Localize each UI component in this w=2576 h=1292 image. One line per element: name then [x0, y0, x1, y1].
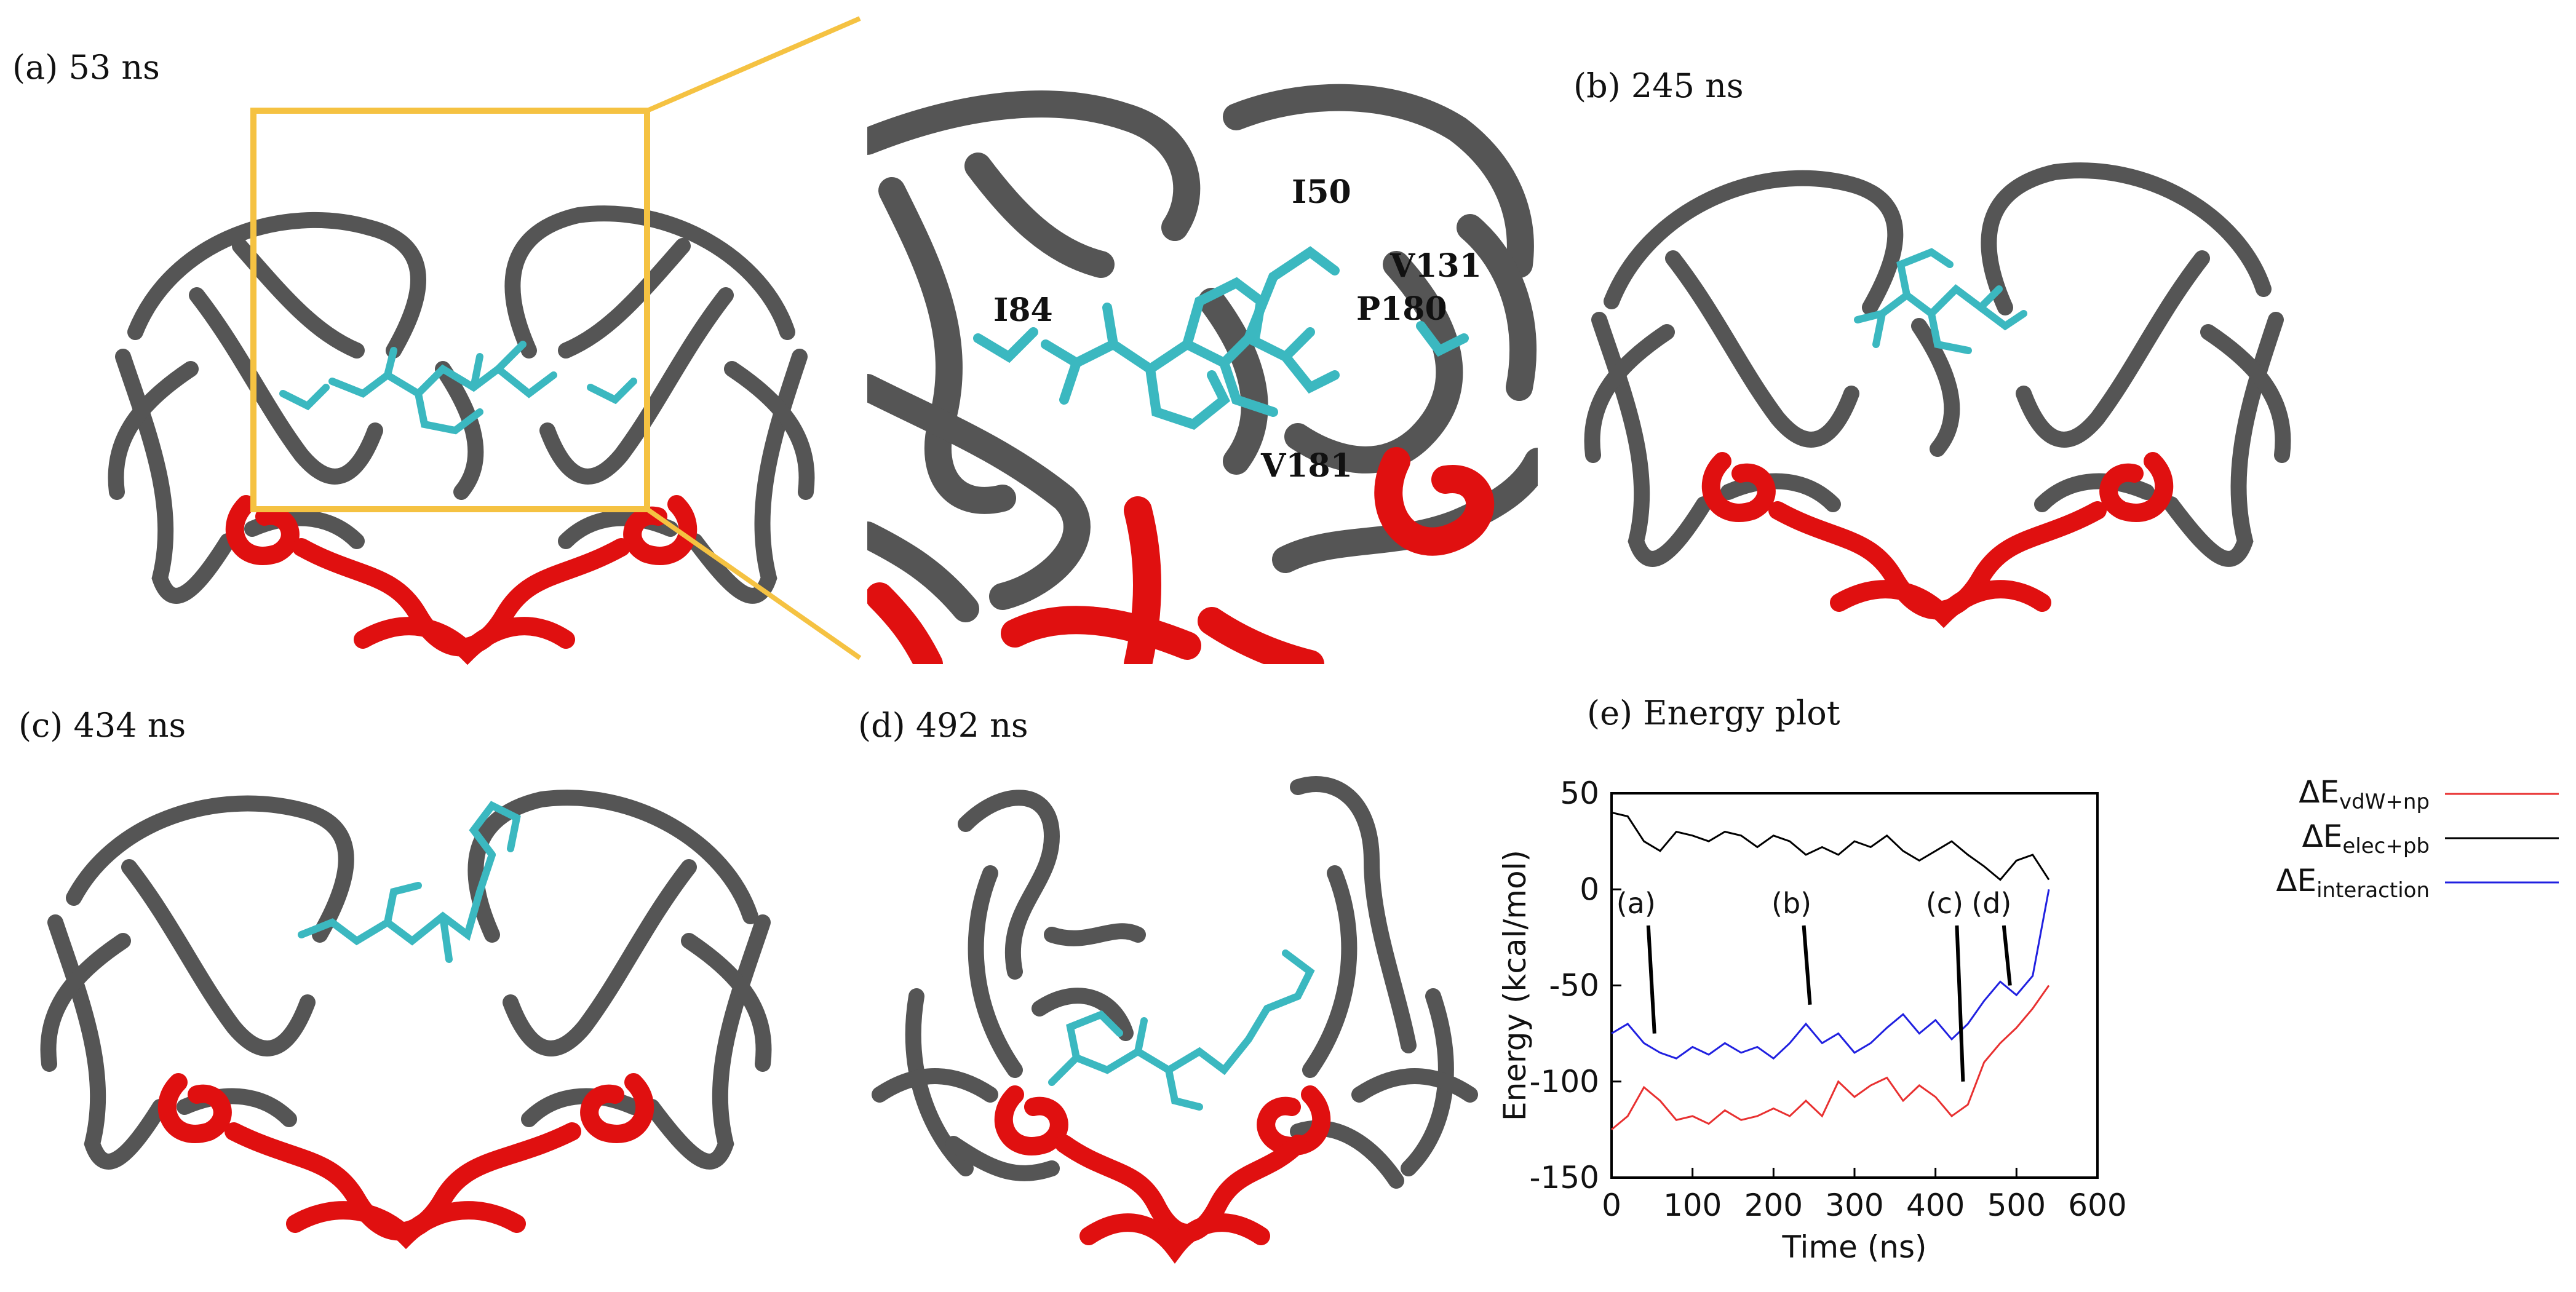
energy-plot: 0 100 200 300 400 500 600 500-50-100-150 (a) (b…: [1497, 774, 2559, 1265]
legend-label: ΔEelec+pb: [2302, 818, 2430, 858]
panel-label-e: (e) Energy plot: [1587, 694, 1840, 732]
y-tick-label: 50: [1560, 775, 1599, 811]
zoom-line-bottom: [645, 507, 862, 660]
x-axis-label: Time (ns): [1781, 1229, 1926, 1265]
y-tick-label: -50: [1549, 968, 1599, 1004]
y-axis-label: Energy (kcal/mol): [1497, 850, 1533, 1121]
annotation-pointer: [1802, 925, 1812, 1005]
y-tick-label: -150: [1530, 1160, 1599, 1195]
y-tick-label: 0: [1580, 871, 1599, 907]
legend-label: ΔEinteraction: [2276, 863, 2430, 903]
structure-d: [872, 776, 1478, 1264]
annotation-label: (b): [1771, 887, 1811, 920]
annotation-label: (d): [1971, 887, 2011, 920]
x-tick-label: 200: [1744, 1187, 1803, 1223]
panel-label-b: (b) 245 ns: [1573, 66, 1744, 105]
x-tick-label: 100: [1663, 1187, 1722, 1223]
residue-label: V181: [1260, 447, 1353, 485]
panel-label-c: (c) 434 ns: [18, 706, 186, 745]
annotation-label: (c): [1926, 887, 1963, 920]
panel-label-a: (a) 53 ns: [12, 48, 160, 87]
residue-label: I84: [993, 291, 1053, 329]
zoom-line-top: [646, 16, 861, 113]
series-line-2: [1611, 889, 2050, 1060]
series-line-0: [1611, 985, 2050, 1131]
annotation-pointer: [2002, 925, 2012, 986]
structure-b: [1584, 162, 2291, 628]
residue-label: V131: [1389, 247, 1482, 285]
residue-label: I50: [1292, 173, 1351, 211]
series-line-1: [1611, 811, 2050, 881]
y-tick-label: -100: [1530, 1064, 1599, 1100]
structure-c: [40, 790, 772, 1250]
x-tick-label: 400: [1906, 1187, 1965, 1223]
x-tick-label: 500: [1987, 1187, 2046, 1223]
annotation-pointer: [1646, 925, 1656, 1034]
x-tick-label: 600: [2068, 1187, 2126, 1223]
panel-label-d: (d) 492 ns: [858, 706, 1028, 745]
structure-a: [108, 205, 815, 665]
legend-label: ΔEvdW+np: [2299, 774, 2430, 814]
structure-zoom: I50 V131 I84 P180 V181: [867, 68, 1538, 664]
zoom-connector: [250, 16, 862, 660]
x-tick-label: 300: [1825, 1187, 1883, 1223]
annotation-label: (a): [1616, 887, 1656, 920]
zoom-box: [250, 108, 650, 512]
x-tick-label: 0: [1602, 1187, 1621, 1223]
annotation-pointer: [1955, 925, 1965, 1082]
residue-label: P180: [1356, 290, 1447, 328]
